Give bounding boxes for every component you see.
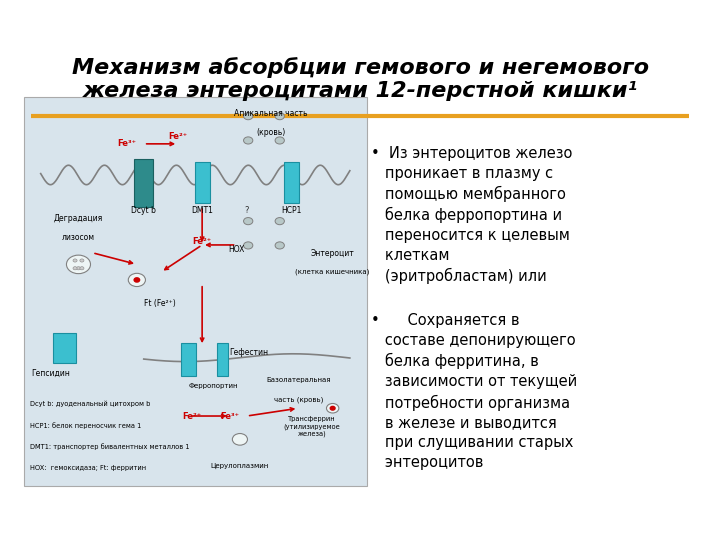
Text: Апикальная часть: Апикальная часть [234,109,307,118]
FancyBboxPatch shape [24,97,367,486]
Circle shape [275,112,284,120]
Circle shape [66,255,91,274]
Circle shape [243,112,253,120]
FancyBboxPatch shape [53,333,76,363]
Circle shape [243,137,253,144]
Text: HCP1: HCP1 [282,206,302,215]
Circle shape [128,273,145,287]
Circle shape [275,242,284,249]
Circle shape [80,259,84,262]
Text: DMT1: DMT1 [192,206,213,215]
Text: Fe³⁺: Fe³⁺ [117,139,136,148]
Text: Базолатеральная: Базолатеральная [266,377,330,383]
Text: •  Из энтероцитов железо
   проникает в плазму с
   помощью мембранного
   белка: • Из энтероцитов железо проникает в плаз… [371,146,572,285]
FancyBboxPatch shape [217,343,228,376]
Circle shape [326,403,339,413]
Text: Гефестин: Гефестин [230,348,269,357]
FancyBboxPatch shape [284,162,299,203]
Text: Энтероцит: Энтероцит [311,249,354,258]
Text: (клетка кишечника): (клетка кишечника) [295,268,370,275]
Text: лизосом: лизосом [62,233,95,242]
Text: Гепсидин: Гепсидин [32,369,71,379]
Circle shape [275,218,284,225]
Text: Церулоплазмин: Церулоплазмин [211,463,269,469]
Circle shape [233,434,248,445]
Text: часть (кровь): часть (кровь) [274,396,323,403]
Circle shape [73,267,77,270]
Text: DMT1: транспортер бивалентных металлов 1: DMT1: транспортер бивалентных металлов 1 [30,443,190,450]
Text: Fe²⁺: Fe²⁺ [168,132,188,140]
Text: Трансферрин
(утилизируемое
железа): Трансферрин (утилизируемое железа) [284,416,341,437]
Text: Dcyt b: дуоденальный цитохром b: Dcyt b: дуоденальный цитохром b [30,401,150,407]
Text: HOX:  гемоксидаза; Ft: ферритин: HOX: гемоксидаза; Ft: ферритин [30,464,146,471]
Text: HOX: HOX [228,245,245,254]
FancyBboxPatch shape [181,343,196,376]
Text: ?: ? [245,206,249,215]
Text: Механизм абсорбции гемового и негемового
железа энтероцитами 12-перстной кишки¹: Механизм абсорбции гемового и негемового… [71,57,649,101]
Circle shape [134,278,140,282]
Text: Fe²⁺: Fe²⁺ [182,411,202,421]
Circle shape [73,259,77,262]
Text: HCP1: белок переносчик гема 1: HCP1: белок переносчик гема 1 [30,422,142,429]
Text: Ферропортин: Ферропортин [189,383,238,389]
Text: •      Сохраняется в
   составе депонирующего
   белка ферритина, в
   зависимос: • Сохраняется в составе депонирующего бе… [371,313,577,470]
Circle shape [243,242,253,249]
Text: (кровь): (кровь) [256,129,285,137]
FancyBboxPatch shape [194,162,210,203]
FancyBboxPatch shape [135,159,153,207]
Circle shape [243,218,253,225]
Text: Деградация: Деградация [54,214,103,223]
Text: Fe³⁺: Fe³⁺ [220,411,239,421]
Text: Dcyt b: Dcyt b [131,206,156,215]
Circle shape [330,407,335,410]
Circle shape [275,137,284,144]
Circle shape [80,267,84,270]
Text: Fe²⁺: Fe²⁺ [192,237,212,246]
Text: Ft (Fe²⁺): Ft (Fe²⁺) [144,299,176,308]
Circle shape [76,267,81,270]
